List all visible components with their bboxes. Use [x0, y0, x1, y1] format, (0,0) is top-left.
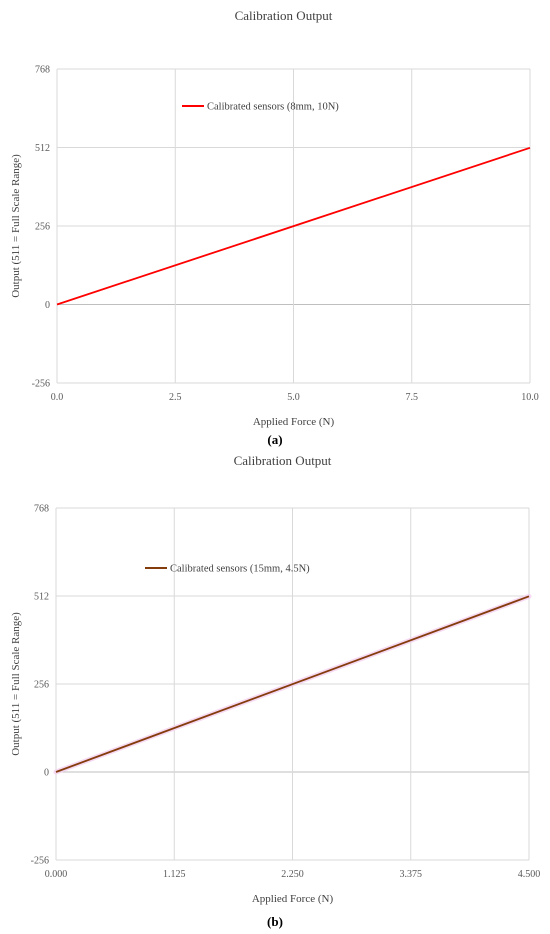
chart-title: Calibration Output — [234, 453, 332, 468]
y-tick-label: 256 — [34, 680, 49, 691]
series-line — [56, 146, 531, 306]
y-tick-label: 0 — [44, 768, 49, 779]
chart-b: Calibration Output -256 0 256 512 768 0.000 1.1… — [10, 453, 541, 905]
caption-b: (b) — [267, 914, 283, 929]
x-tick-label: 2.5 — [169, 392, 182, 403]
x-axis-label: Applied Force (N) — [253, 416, 335, 428]
x-axis-label: Applied Force (N) — [252, 893, 334, 905]
legend-label: Calibrated sensors (8mm, 10N) — [207, 102, 339, 113]
y-axis-label: Output (511 = Full Scale Range) — [10, 154, 22, 298]
caption-a: (a) — [267, 432, 283, 447]
y-tick-label: 256 — [35, 222, 50, 233]
y-tick-label: 512 — [35, 143, 50, 154]
x-tick-label: 7.5 — [406, 392, 419, 403]
x-tick-label: 10.0 — [521, 392, 539, 403]
series-line — [55, 595, 530, 773]
chart-a: Calibration Output -256 0 256 512 768 0.0 2.5 5.… — [10, 8, 539, 428]
y-tick-label: 512 — [34, 592, 49, 603]
y-axis-label: Output (511 = Full Scale Range) — [10, 612, 22, 756]
x-tick-label: 0.000 — [45, 869, 68, 880]
y-tick-label: 768 — [35, 65, 50, 76]
x-tick-label: 2.250 — [281, 869, 304, 880]
x-tick-label: 1.125 — [163, 869, 186, 880]
y-tick-label: -256 — [32, 379, 50, 390]
y-tick-label: 0 — [45, 300, 50, 311]
x-tick-label: 5.0 — [287, 392, 300, 403]
x-tick-label: 4.500 — [518, 869, 541, 880]
y-tick-label: -256 — [31, 856, 49, 867]
legend-label: Calibrated sensors (15mm, 4.5N) — [170, 564, 310, 575]
chart-title: Calibration Output — [235, 8, 333, 23]
y-tick-label: 768 — [34, 504, 49, 515]
x-tick-label: 0.0 — [51, 392, 64, 403]
x-tick-label: 3.375 — [400, 869, 423, 880]
